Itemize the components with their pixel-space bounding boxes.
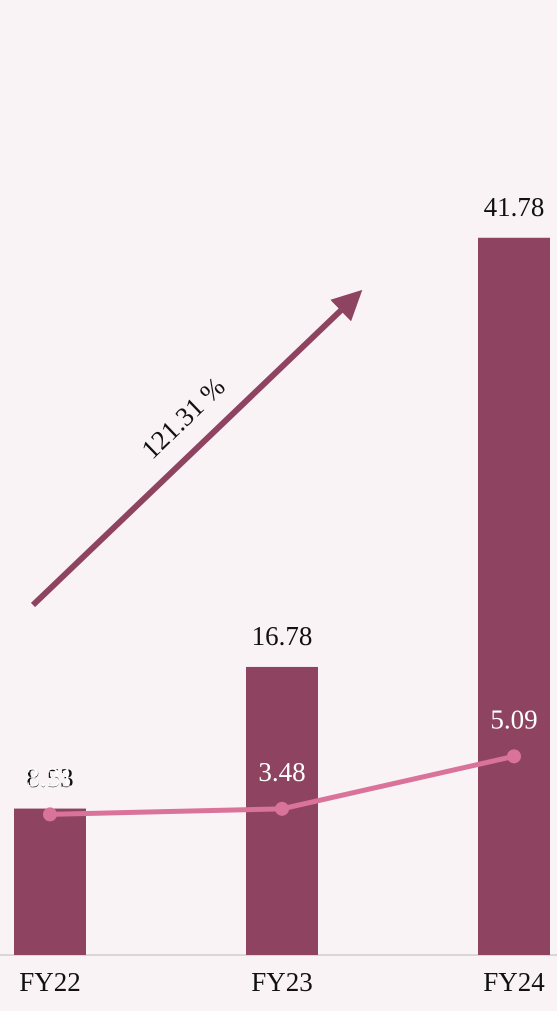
- growth-arrow: [30, 289, 363, 608]
- bar: [14, 808, 86, 955]
- x-tick-label: FY24: [483, 967, 545, 997]
- line-value-label: 3.31: [26, 763, 73, 793]
- line-value-label: 5.09: [490, 705, 537, 735]
- line-point: [507, 749, 521, 764]
- x-tick-label: FY22: [19, 967, 81, 997]
- bar-value-label: 8.53: [26, 763, 73, 793]
- bar: [478, 237, 550, 955]
- line-value-label: 3.48: [258, 757, 305, 787]
- line-point: [43, 807, 57, 822]
- line-point: [275, 801, 289, 816]
- bar-value-label: 16.78: [252, 621, 313, 651]
- bar-value-label: 41.78: [484, 192, 545, 222]
- x-tick-label: FY23: [251, 967, 313, 997]
